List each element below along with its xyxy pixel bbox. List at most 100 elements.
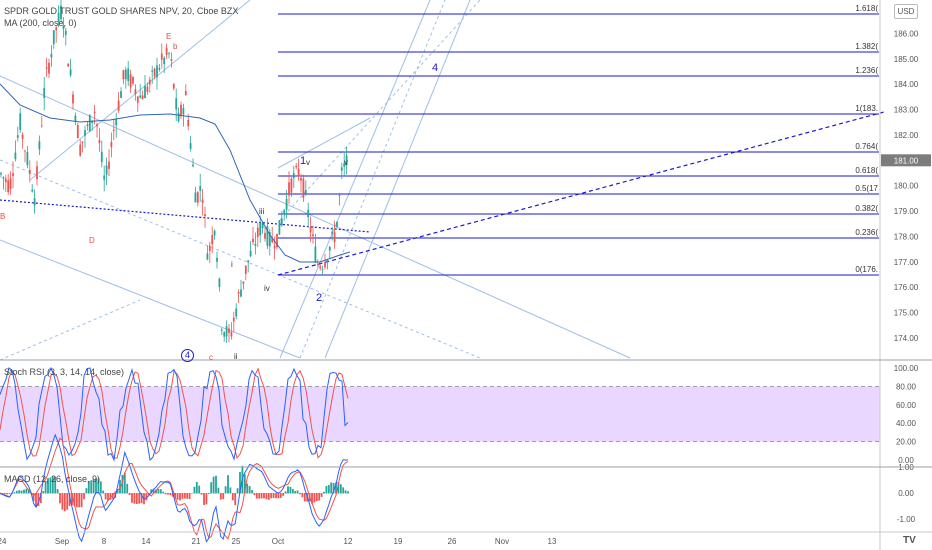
- candle-body: [139, 95, 142, 98]
- price-tick-label: 177.00: [894, 258, 919, 267]
- macd-histogram-bar: [78, 493, 81, 508]
- channel-line: [324, 0, 471, 359]
- macd-histogram-bar: [13, 492, 16, 494]
- price-tick-label: 182.00: [894, 131, 919, 140]
- macd-histogram-bar: [207, 493, 210, 494]
- candle-body: [331, 231, 334, 235]
- candle-body: [283, 210, 286, 215]
- candle-body: [153, 68, 156, 77]
- macd-histogram-bar: [212, 476, 215, 494]
- candle-body: [256, 227, 259, 237]
- macd-histogram-bar: [347, 491, 349, 494]
- macd-histogram-bar: [318, 493, 321, 501]
- candle-body: [60, 5, 62, 20]
- macd-histogram-bar: [253, 493, 256, 496]
- candle-body: [196, 192, 199, 203]
- candle-body: [268, 231, 271, 247]
- price-tick-label: 185.00: [894, 55, 919, 64]
- macd-histogram-bar: [131, 493, 133, 503]
- candle-body: [0, 173, 2, 175]
- candle-body: [28, 169, 31, 174]
- macd-histogram-bar: [243, 474, 246, 494]
- wave-label: 2: [316, 292, 323, 304]
- macd-histogram-bar: [8, 493, 11, 494]
- candle-body: [120, 91, 122, 98]
- candle-body: [307, 209, 310, 218]
- candle-body: [266, 226, 269, 246]
- candle-body: [324, 262, 326, 268]
- candle-body: [201, 199, 204, 203]
- candle-body: [24, 150, 26, 152]
- currency-button[interactable]: USD: [894, 4, 918, 19]
- candle-body: [187, 119, 190, 127]
- macd-histogram-bar: [37, 493, 40, 507]
- fib-level-label: 1.236(: [855, 66, 878, 75]
- candle-body: [297, 168, 300, 177]
- wave-label: E: [166, 32, 172, 41]
- macd-histogram-bar: [83, 493, 85, 500]
- time-tick-label: 24: [0, 537, 7, 546]
- macd-histogram-bar: [23, 489, 25, 494]
- candle-body: [261, 222, 264, 229]
- candle-body: [148, 79, 151, 85]
- macd-histogram-bar: [227, 475, 229, 494]
- macd-histogram-bar: [176, 493, 179, 500]
- candle-body: [31, 189, 34, 192]
- stoch-band: [0, 386, 880, 442]
- current-price-label: 181.00: [894, 156, 919, 165]
- candle-body: [345, 155, 348, 166]
- candle-body: [295, 165, 298, 168]
- macd-histogram-bar: [193, 486, 196, 494]
- macd-histogram-bar: [121, 475, 124, 494]
- candle-body: [213, 230, 216, 236]
- candle-body: [86, 124, 89, 127]
- macd-histogram-bar: [224, 486, 227, 494]
- macd-histogram-bar: [327, 484, 330, 494]
- macd-legend[interactable]: MACD (12, 26, close, 9): [4, 474, 101, 484]
- ma-legend[interactable]: MA (200, close, 0): [4, 18, 77, 28]
- candle-body: [55, 27, 58, 31]
- macd-histogram-bar: [330, 482, 333, 494]
- macd-histogram-bar: [167, 493, 169, 495]
- stoch-tick-label: 20.00: [896, 438, 917, 447]
- macd-histogram-bar: [123, 472, 126, 494]
- macd-histogram-bar: [20, 490, 23, 494]
- candle-body: [40, 125, 43, 127]
- candle-body: [168, 53, 170, 55]
- stoch-k-line: [0, 366, 349, 462]
- candle-body: [72, 94, 74, 104]
- macd-histogram-bar: [301, 493, 304, 498]
- macd-histogram-bar: [299, 493, 301, 495]
- time-tick-label: Nov: [495, 537, 509, 546]
- candle-body: [165, 47, 168, 55]
- candle-body: [223, 332, 226, 337]
- stoch-legend[interactable]: Stoch RSI (3, 3, 14, 14, close): [4, 367, 125, 377]
- wave-label: v: [306, 158, 310, 167]
- symbol-legend[interactable]: SPDR GOLD TRUST GOLD SHARES NPV, 20, Cbo…: [4, 6, 239, 16]
- macd-histogram-bar: [39, 493, 42, 504]
- macd-histogram-bar: [162, 491, 165, 494]
- macd-histogram-bar: [258, 493, 261, 499]
- time-tick-label: Oct: [272, 537, 285, 546]
- macd-histogram-bar: [277, 493, 280, 499]
- macd-histogram-bar: [255, 493, 258, 499]
- wave-label: i: [231, 260, 233, 269]
- macd-histogram-bar: [116, 488, 119, 494]
- macd-histogram-bar: [248, 486, 251, 494]
- candle-body: [112, 129, 115, 131]
- macd-histogram-bar: [164, 493, 167, 495]
- macd-histogram-bar: [263, 493, 265, 499]
- macd-histogram-bar: [313, 493, 316, 503]
- macd-histogram-bar: [61, 493, 64, 510]
- candle-body: [117, 100, 120, 111]
- candle-body: [300, 177, 302, 181]
- macd-histogram-bar: [3, 493, 6, 495]
- time-tick-label: 12: [344, 537, 353, 546]
- candle-body: [312, 234, 314, 237]
- macd-histogram-bar: [337, 482, 340, 494]
- candle-body: [122, 70, 125, 80]
- macd-histogram-bar: [320, 493, 323, 497]
- candle-body: [48, 62, 50, 74]
- candle-body: [57, 12, 60, 22]
